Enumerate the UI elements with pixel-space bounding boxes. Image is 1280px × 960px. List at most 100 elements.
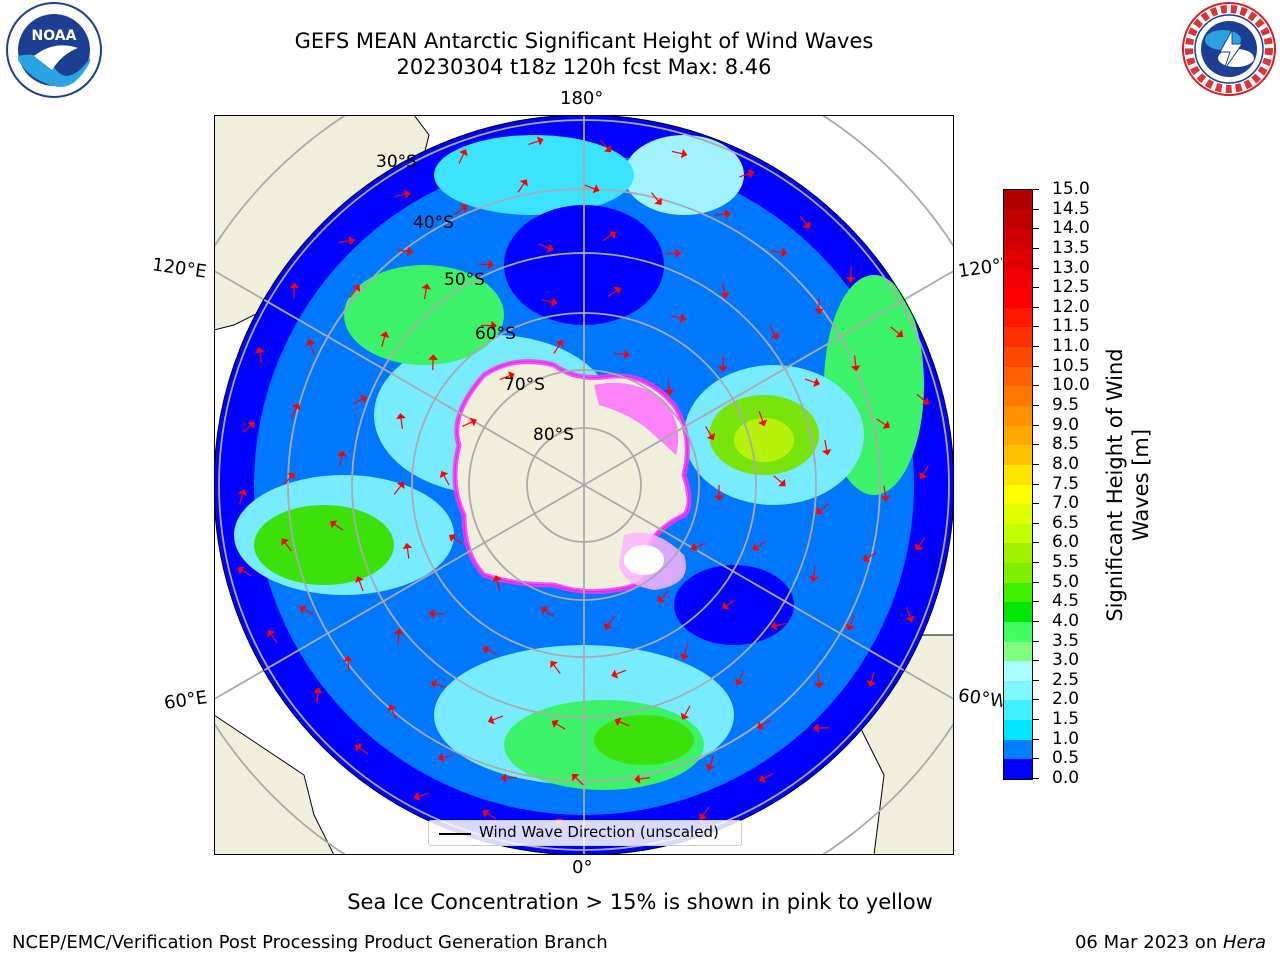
footer-date: 06 Mar 2023 on Hera [1075, 932, 1266, 953]
colorbar-tick-label: 2.5 [1052, 669, 1080, 690]
wave-arrow [660, 589, 669, 599]
wave-arrow-head [751, 542, 760, 551]
wave-arrow-head [613, 716, 621, 726]
colorbar-tick-label: 6.5 [1052, 512, 1080, 533]
sea-ice-note: Sea Ice Concentration > 15% is shown in … [347, 890, 933, 914]
wave-arrow-head [448, 533, 456, 542]
wave-arrow [552, 663, 561, 674]
ice-patch [593, 382, 678, 455]
wave-arrow [283, 475, 292, 485]
wave-arrow [240, 568, 251, 576]
wave-arrow [737, 670, 744, 681]
wave-arrow [406, 547, 409, 559]
wave-arrow [601, 233, 612, 241]
wave-arrow-head [698, 811, 707, 820]
colorbar-tick-label: 6.0 [1052, 532, 1080, 553]
map-canvas [215, 116, 953, 854]
wave-arrow-head [813, 681, 824, 688]
wave-arrow-head [354, 743, 362, 752]
colorbar-tick [1033, 267, 1039, 269]
colorbar-tick [1033, 660, 1039, 662]
wave-arrow [714, 212, 726, 216]
wave-arrow [667, 378, 670, 390]
wave-arrow-head [719, 291, 729, 298]
colorbar-tick-label: 1.0 [1052, 728, 1080, 749]
colorbar-segment [1004, 268, 1032, 289]
wave-arrow-head [895, 329, 903, 337]
colorbar-tick [1033, 738, 1039, 740]
colorbar-tick [1033, 562, 1039, 564]
wave-arrow-head [777, 478, 786, 486]
wave-arrow-head [758, 773, 766, 783]
wave-arrow [309, 343, 315, 354]
wave-arrow [701, 805, 710, 816]
wave-arrow-head [396, 481, 404, 489]
wave-arrow-head [623, 349, 630, 359]
lat-label-70s: 70°S [504, 375, 545, 395]
wave-arrow [541, 298, 553, 303]
colorbar-tick-label: 10.0 [1052, 375, 1090, 396]
wave-arrow [683, 705, 690, 716]
wave-arrow-head [387, 704, 397, 712]
colorbar-tick [1033, 346, 1039, 348]
wave-arrow [338, 239, 350, 243]
wave-arrow-head [747, 168, 754, 178]
colorbar-segment [1004, 523, 1032, 544]
wave-arrow [461, 420, 473, 427]
wave-arrow-head [812, 722, 819, 733]
wave-arrow-head [266, 629, 275, 637]
wave-arrow [499, 374, 510, 380]
lon-label-60e: 60°E [162, 687, 209, 714]
wave-arrow [694, 542, 706, 548]
wave-arrow-head [551, 719, 559, 728]
lat-label-30s: 30°S [376, 152, 417, 172]
wave-arrow-head [845, 623, 854, 631]
land-topright [836, 116, 953, 195]
wave-arrow-head [379, 330, 389, 338]
wave-arrow [725, 598, 736, 606]
colorbar-segment [1004, 248, 1032, 269]
wave-arrow-head [880, 494, 890, 501]
wave-arrow-head [237, 488, 247, 496]
colorbar-tick [1033, 719, 1039, 721]
wave-arrow [760, 718, 771, 726]
wave-arrow [917, 536, 925, 547]
wave-arrow-head [280, 537, 289, 546]
wave-arrow-head [395, 412, 406, 419]
wave-arrow-head [305, 338, 315, 346]
colorbar-tick [1033, 404, 1039, 406]
wave-arrow [485, 812, 496, 819]
wave-arrow-head [724, 208, 731, 219]
wave-arrow [771, 249, 783, 253]
wave-arrow [394, 193, 406, 197]
colorbar-tick-label: 14.0 [1052, 218, 1090, 239]
wave-arrow-head [519, 178, 528, 186]
wave-arrow [584, 183, 595, 190]
colorbar-tick-label: 5.5 [1052, 552, 1080, 573]
wave-arrow-head [428, 608, 434, 619]
wave-arrow [853, 354, 856, 366]
wave-arrow-head [770, 331, 779, 339]
wave-arrow [302, 608, 314, 615]
wave-arrow [638, 776, 650, 780]
wave-arrow [238, 493, 243, 505]
wave-arrow [269, 633, 278, 643]
wave-arrow [664, 252, 676, 254]
wave-arrow-head [492, 574, 502, 582]
wave-arrow-head [813, 308, 824, 314]
polar-map [214, 115, 954, 855]
wave-arrow [453, 206, 464, 215]
wave-arrow-head [403, 189, 410, 199]
wave-arrow [442, 474, 450, 485]
wave-arrow-head [312, 686, 323, 693]
wave-arrow-head [286, 471, 295, 480]
colorbar-tick [1033, 483, 1039, 485]
wave-arrow [552, 343, 560, 354]
wave-arrow [417, 791, 429, 797]
colorbar-tick-label: 8.5 [1052, 434, 1080, 455]
colorbar-tick-label: 13.5 [1052, 237, 1090, 258]
wave-arrow-head [490, 320, 497, 330]
colorbar-segment [1004, 503, 1032, 524]
colorbar-tick-label: 15.0 [1052, 179, 1090, 199]
wave-arrow [258, 351, 262, 363]
